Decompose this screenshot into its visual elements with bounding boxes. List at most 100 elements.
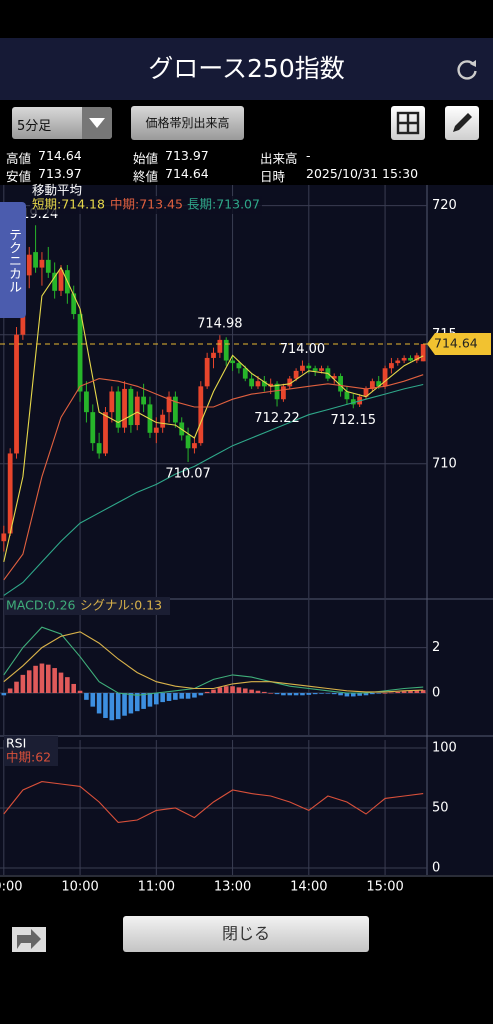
legend-entry: 中期:713.45 — [110, 197, 183, 212]
legend-bg — [30, 196, 262, 214]
candle-body — [198, 386, 204, 444]
candle-body — [115, 391, 121, 428]
macd-histogram-bar — [115, 693, 121, 720]
candle-body — [223, 339, 229, 361]
candle-body — [280, 386, 286, 400]
macd-histogram-bar — [14, 681, 19, 694]
macd-histogram-bar — [134, 693, 140, 712]
volume-profile-button[interactable]: 価格帯別出来高 — [131, 106, 244, 140]
x-tick-label: 15:00 — [366, 880, 403, 895]
macd-histogram-bar — [319, 693, 324, 694]
close-button[interactable]: 閉じる — [123, 916, 369, 952]
macd-histogram-bar — [262, 691, 267, 694]
layout-button[interactable] — [391, 106, 425, 140]
x-tick-label: 09:00 — [0, 880, 23, 895]
info-label: 日時 — [260, 169, 286, 184]
candle-body — [414, 355, 420, 361]
series-line — [3, 374, 424, 581]
macd-histogram-bar — [274, 693, 280, 695]
x-tick-label: 11:00 — [138, 880, 175, 895]
macd-histogram-bar — [242, 688, 248, 694]
panel-title: RSI — [6, 736, 26, 751]
price-annotation: 712.15 — [331, 413, 377, 428]
series-line — [3, 626, 424, 696]
macd-histogram-bar — [65, 677, 70, 694]
macd-histogram-bar — [166, 693, 172, 701]
macd-histogram-bar — [268, 693, 273, 694]
macd-histogram-bar — [173, 693, 178, 700]
candle-body — [369, 381, 375, 389]
macd-histogram-bar — [376, 693, 382, 694]
candle-body — [122, 388, 127, 428]
candle-body — [84, 391, 89, 413]
candle-body — [300, 365, 305, 371]
candle-body — [14, 334, 19, 454]
back-button[interactable] — [11, 919, 47, 953]
candle-body — [96, 443, 102, 454]
macd-histogram-bar — [192, 693, 197, 698]
macd-histogram-bar — [287, 693, 293, 696]
candle-body — [141, 396, 147, 405]
technical-tab[interactable]: テクニカル — [0, 202, 26, 318]
candle-body — [7, 453, 13, 534]
y-tick-label: 100 — [432, 741, 457, 756]
macd-histogram-bar — [109, 693, 115, 721]
macd-histogram-bar — [211, 689, 216, 694]
candle-body — [344, 391, 350, 400]
candle-body — [33, 252, 38, 268]
macd-histogram-bar — [198, 693, 204, 696]
header: グロース250指数 — [0, 38, 493, 100]
macd-histogram-bar — [7, 688, 13, 694]
candle-body — [338, 376, 343, 392]
macd-histogram-bar — [389, 692, 394, 694]
candle-body — [312, 368, 318, 371]
x-tick-label: 14:00 — [290, 880, 327, 895]
macd-histogram-bar — [122, 693, 127, 716]
legend-entry: シグナル:0.13 — [80, 598, 162, 613]
macd-histogram-bar — [249, 689, 254, 694]
macd-histogram-bar — [350, 693, 356, 697]
candle-body — [58, 270, 64, 291]
macd-histogram-bar — [179, 693, 185, 699]
candle-body — [77, 314, 83, 392]
reload-button[interactable] — [455, 57, 479, 81]
candle-body — [287, 378, 293, 387]
macd-histogram-bar — [255, 690, 261, 694]
candle-body — [306, 365, 312, 369]
macd-histogram-bar — [26, 670, 32, 694]
macd-histogram-bar — [306, 693, 312, 695]
macd-histogram-bar — [217, 687, 223, 694]
candle-body — [236, 363, 242, 369]
macd-histogram-bar — [325, 693, 331, 694]
candle-body — [395, 360, 401, 364]
macd-histogram-bar — [230, 686, 235, 694]
dropdown-arrow — [82, 107, 112, 139]
macd-histogram-bar — [160, 693, 165, 703]
candle-body — [109, 391, 115, 413]
macd-histogram-bar — [84, 693, 89, 700]
macd-histogram-bar — [1, 693, 7, 696]
info-value: - — [306, 148, 311, 163]
info-value: 714.64 — [165, 166, 209, 181]
y-tick-label: 0 — [432, 861, 440, 876]
info-label: 高値 — [6, 151, 32, 166]
header-title: グロース250指数 — [148, 54, 345, 83]
last-price-label: 714.64 — [434, 336, 478, 351]
macd-histogram-bar — [103, 693, 108, 718]
y-tick-label: 0 — [432, 686, 440, 701]
y-tick-label: 710 — [432, 456, 457, 471]
panel-title: 移動平均 — [32, 183, 82, 198]
legend-bg — [4, 597, 170, 615]
macd-histogram-bar — [39, 663, 45, 694]
candle-body — [261, 381, 267, 387]
candle-body — [363, 388, 369, 397]
interval-select[interactable]: 5分足 — [12, 107, 112, 139]
macd-histogram-bar — [236, 687, 242, 694]
draw-button[interactable] — [445, 106, 479, 140]
candle-body — [160, 414, 166, 428]
x-tick-label: 13:00 — [214, 880, 251, 895]
macd-histogram-bar — [401, 691, 407, 694]
x-tick-label: 10:00 — [61, 880, 98, 895]
macd-histogram-bar — [293, 693, 299, 696]
